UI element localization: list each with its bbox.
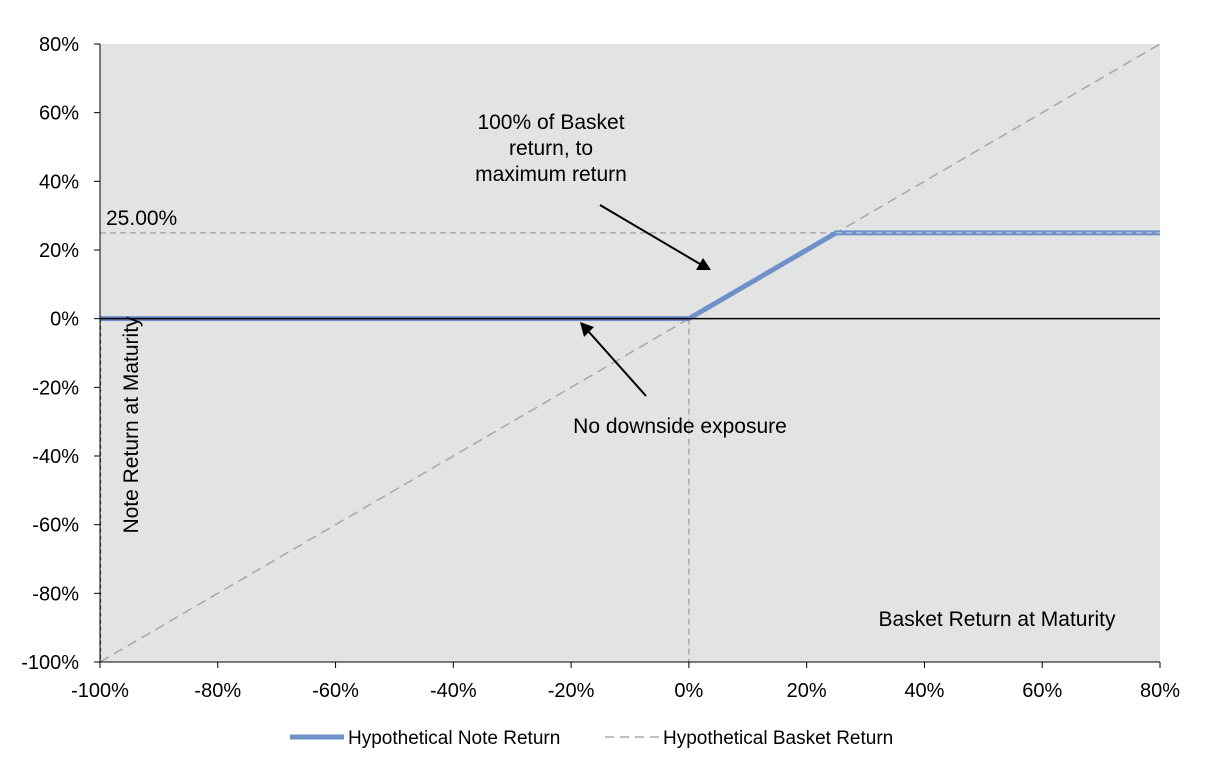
x-axis-title: Basket Return at Maturity (879, 608, 1116, 631)
legend-label-basket: Hypothetical Basket Return (663, 728, 893, 749)
arrow-no-downside (580, 322, 647, 397)
y-tick-label: -60% (32, 515, 79, 537)
y-tick-label: -100% (21, 652, 79, 674)
arrow-max-return (599, 204, 711, 270)
y-tick-label: 0% (50, 309, 79, 331)
y-tick-label: 20% (39, 240, 79, 262)
annotation-no-downside: No downside exposure (573, 415, 787, 438)
x-axis-ticks: -100% -80% -60% -40% -20% 0% 20% 40% 60% 80% (71, 662, 1180, 702)
y-tick-label: -20% (32, 377, 79, 399)
legend: Hypothetical Note Return Hypothetical Ba… (290, 728, 893, 749)
x-tick-label: -40% (430, 680, 477, 702)
x-tick-label: -20% (548, 680, 595, 702)
series-layer (99, 43, 1161, 663)
y-axis-ticks: -100% -80% -60% -40% -20% 0% 20% 40% 60% 80% (21, 34, 100, 674)
cap-label: 25.00% (106, 207, 177, 230)
y-tick-label: -40% (32, 446, 79, 468)
x-tick-label: 80% (1140, 680, 1180, 702)
x-tick-label: -100% (71, 680, 129, 702)
annotation-max-return-line-2: return, to (509, 137, 593, 160)
y-tick-label: 80% (39, 34, 79, 56)
y-axis-title: Note Return at Maturity (120, 316, 143, 534)
x-tick-label: 60% (1022, 680, 1062, 702)
annotation-max-return-line-1: 100% of Basket (477, 111, 624, 134)
y-tick-label: 60% (39, 103, 79, 125)
x-tick-label: 0% (674, 680, 703, 702)
x-tick-label: -60% (312, 680, 359, 702)
x-tick-label: 20% (787, 680, 827, 702)
x-tick-label: 40% (904, 680, 944, 702)
x-tick-label: -80% (194, 680, 241, 702)
y-tick-label: -80% (32, 583, 79, 605)
annotation-max-return-line-3: maximum return (475, 163, 627, 186)
y-tick-label: 40% (39, 171, 79, 193)
legend-label-note: Hypothetical Note Return (348, 728, 560, 749)
